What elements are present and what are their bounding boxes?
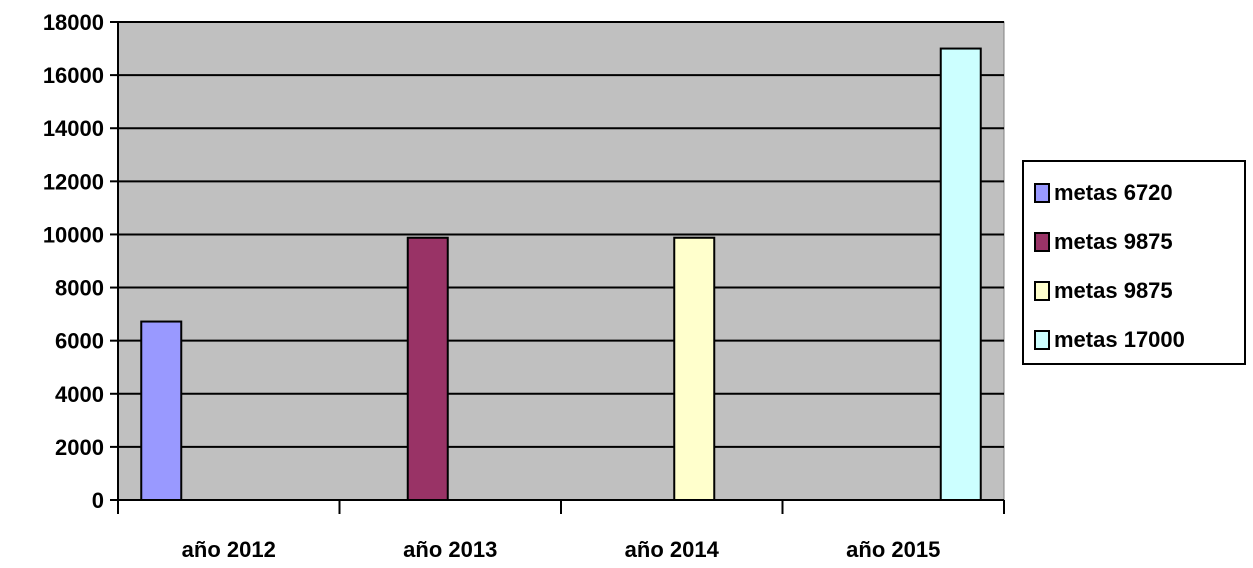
legend-swatch: [1034, 232, 1050, 252]
legend-swatch: [1034, 281, 1050, 301]
legend-swatch: [1034, 330, 1050, 350]
legend-item: metas 9875: [1034, 276, 1173, 306]
bar: [140, 320, 183, 501]
x-tick-label: año 2014: [625, 537, 720, 562]
x-tick-label: año 2015: [846, 537, 940, 562]
legend-item: metas 9875: [1034, 227, 1173, 257]
bar: [406, 236, 449, 501]
legend: metas 6720 metas 9875 metas 9875 metas 1…: [1022, 160, 1246, 365]
x-tick-label: año 2012: [182, 537, 276, 562]
y-tick-label: 10000: [43, 222, 104, 247]
legend-swatch: [1034, 183, 1050, 203]
bar: [939, 47, 982, 502]
y-tick-label: 6000: [55, 329, 104, 354]
gridlines: [118, 21, 1004, 448]
legend-label: metas 6720: [1054, 180, 1173, 205]
y-tick-label: 14000: [43, 116, 104, 141]
x-ticks: año 2012 año 2013 año 2014 año 2015: [117, 500, 1005, 562]
bars: [140, 47, 982, 502]
y-tick-label: 0: [92, 488, 104, 513]
y-tick-label: 8000: [55, 276, 104, 301]
legend-label: metas 9875: [1054, 278, 1173, 303]
y-ticks: 0 2000 4000 6000 8000 10000 12000 14000 16000 180…: [43, 10, 118, 513]
y-tick-label: 18000: [43, 10, 104, 35]
y-tick-label: 4000: [55, 382, 104, 407]
y-tick-label: 2000: [55, 435, 104, 460]
legend-label: metas 9875: [1054, 229, 1173, 254]
legend-item: metas 17000: [1034, 325, 1185, 355]
x-tick-label: año 2013: [403, 537, 497, 562]
legend-item: metas 6720: [1034, 178, 1173, 208]
bar: [673, 236, 716, 501]
legend-label: metas 17000: [1054, 327, 1185, 352]
plot-area: [117, 21, 1005, 501]
y-tick-label: 12000: [43, 169, 104, 194]
y-tick-label: 16000: [43, 63, 104, 88]
